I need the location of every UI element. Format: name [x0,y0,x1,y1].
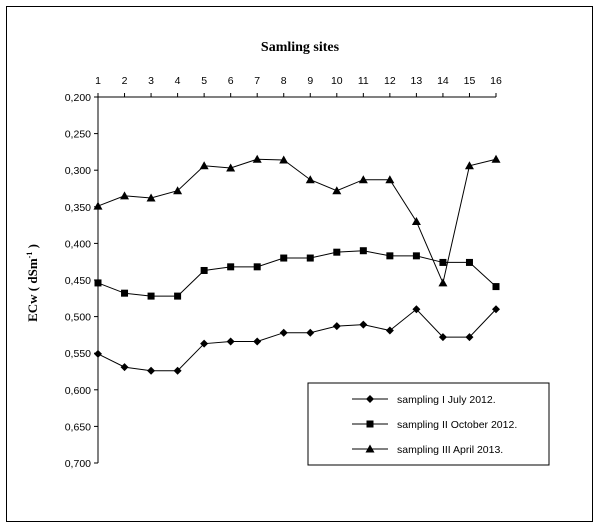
data-point [305,175,315,184]
x-tick-label: 4 [175,75,181,87]
data-point [120,363,129,372]
x-tick-label: 12 [384,75,396,87]
data-point [253,263,261,271]
data-point [332,322,341,331]
data-point [306,254,314,262]
x-tick-label: 6 [228,75,234,87]
data-point [438,278,448,287]
chart-title: Samling sites [261,40,340,55]
legend-marker [365,444,375,453]
data-point [359,320,368,329]
y-tick-label: 0,500 [65,312,91,324]
series-line [97,308,497,372]
data-point [359,247,367,255]
series-3 [93,154,501,287]
data-point [332,186,342,195]
y-axis-label: ECw ( dSm-1 ) [25,244,40,322]
x-tick-label: 11 [358,75,369,87]
data-point [492,305,500,314]
series-2 [94,247,500,300]
data-point [411,216,421,225]
data-point [358,175,368,184]
data-point [120,191,130,200]
x-tick-label: 16 [490,75,502,87]
data-point [94,349,102,358]
data-point [385,326,394,335]
y-tick-label: 0,400 [65,238,91,250]
x-tick-label: 1 [95,75,101,87]
data-point [173,366,182,375]
data-point [173,186,183,195]
data-point [439,258,447,266]
x-tick-label: 14 [437,75,449,87]
data-point [94,279,102,287]
data-point [252,154,262,163]
data-point [438,333,447,342]
y-tick-label: 0,600 [65,385,91,397]
data-point [464,161,474,170]
data-point [386,252,394,260]
data-point [253,337,262,346]
data-point [333,248,341,256]
data-point [492,283,500,291]
x-tick-label: 7 [254,75,260,87]
data-point [491,154,501,163]
data-point [306,328,315,337]
legend-label: sampling I July 2012. [397,394,496,406]
x-tick-label: 8 [281,75,287,87]
x-tick-label: 3 [148,75,154,87]
data-point [227,263,235,271]
legend-marker [366,395,374,403]
series-line [97,158,497,285]
series-1 [94,305,500,375]
chart-legend: sampling I July 2012. sampling II October… [307,382,550,466]
data-point [385,175,395,184]
data-point [412,305,421,314]
legend-label: sampling III April 2013. [397,444,503,456]
data-point [147,366,156,375]
y-tick-label: 0,250 [65,129,91,141]
y-tick-label: 0,200 [65,92,91,104]
y-tick-label: 0,450 [65,275,91,287]
data-point [146,193,156,202]
data-point [174,292,182,300]
x-tick-label: 15 [464,75,476,87]
x-tick-label: 2 [122,75,128,87]
data-point [147,292,155,300]
data-point [412,252,420,260]
x-tick-label: 13 [411,75,423,87]
legend-box [307,382,550,466]
x-tick-label: 10 [331,75,343,87]
series-line [97,250,497,297]
y-tick-label: 0,300 [65,165,91,177]
data-point [121,289,129,297]
data-point [200,339,209,348]
data-point [465,333,474,342]
y-tick-label: 0,700 [65,458,91,470]
data-point [93,201,103,210]
data-point [279,328,288,337]
data-point [200,266,208,274]
y-tick-label: 0,550 [65,348,91,360]
legend-label: sampling II October 2012. [397,419,517,431]
data-point [465,258,473,266]
data-point [279,155,289,164]
data-point [226,163,236,172]
x-tick-label: 5 [201,75,207,87]
x-tick-label: 9 [307,75,313,87]
legend-marker [366,420,374,428]
y-tick-label: 0,350 [65,202,91,214]
y-tick-label: 0,650 [65,421,91,433]
data-point [280,254,288,262]
data-point [226,337,235,346]
data-point [199,161,209,170]
